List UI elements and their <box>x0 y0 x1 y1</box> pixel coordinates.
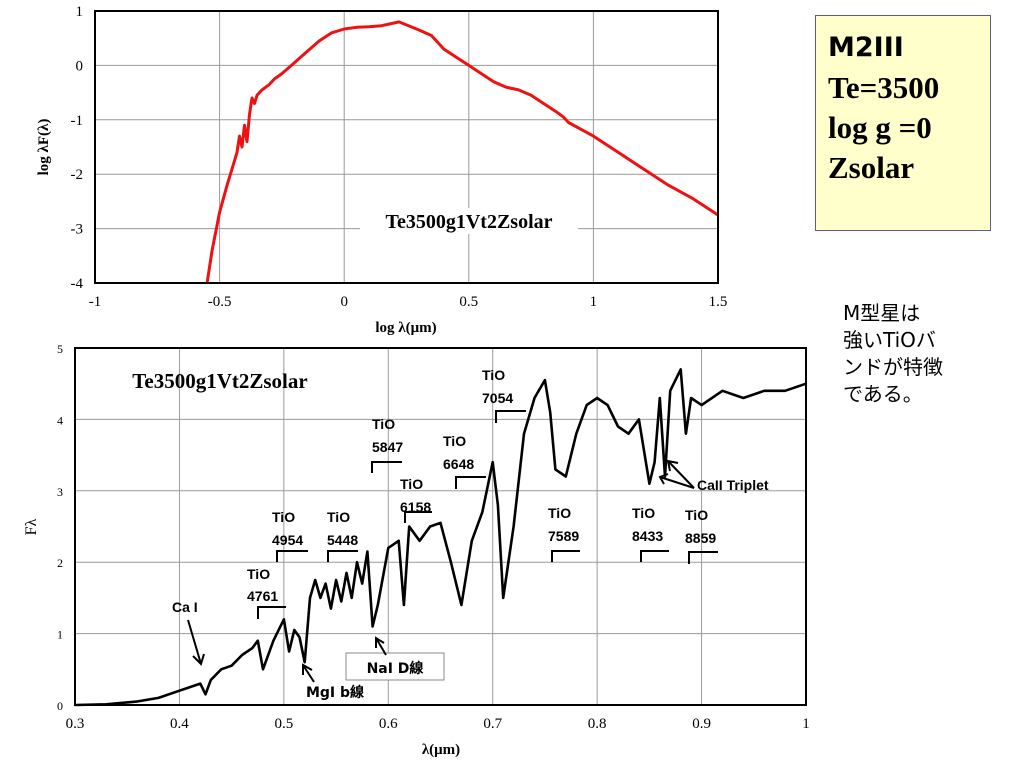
caii-label: CaII Triplet <box>697 477 769 493</box>
spectrum-y-tick-label: 2 <box>57 556 63 570</box>
sed-chart: -1 -0.5 0 0.5 1 1.5 -4 -3 -2 -1 0 1 Te3500g1Vt2Zso… <box>36 4 727 336</box>
sed-x-tick-label: 1.5 <box>709 294 728 310</box>
tio-8859-wavelength: 8859 <box>685 530 716 546</box>
tio-4761-label: TiO <box>247 566 270 582</box>
spectrum-y-axis-label: Fλ <box>23 518 40 535</box>
spectral-type: M2III <box>828 32 904 63</box>
nai-arrow <box>375 636 387 656</box>
note-line-1: M型星は <box>843 301 921 325</box>
sed-y-tick-label: -3 <box>71 222 84 238</box>
tio-4954-wavelength: 4954 <box>272 532 303 548</box>
note-line-4: である。 <box>843 382 923 406</box>
tio-5448-label: TiO <box>327 509 350 525</box>
sed-x-tick-label: 0 <box>340 294 348 310</box>
tio-5847-wavelength: 5847 <box>372 439 403 455</box>
sed-y-tick-label: -1 <box>71 113 84 129</box>
spectrum-x-tick-label: 0.7 <box>483 716 502 732</box>
spectrum-y-tick-label: 4 <box>57 413 63 427</box>
sed-x-tick-label: -1 <box>89 294 102 310</box>
note-line-2: 強いTiOバ <box>843 328 936 352</box>
sed-plot-frame <box>94 10 719 284</box>
explanatory-note: M型星は 強いTiOバ ンドが特徴 である。 <box>843 300 993 408</box>
effective-temperature: Te=3500 <box>828 70 940 105</box>
stellar-params-box: M2III Te=3500 log g =0 Zsolar <box>815 15 991 231</box>
spectrum-x-tick-label: 0.5 <box>274 716 293 732</box>
tio-4954-label: TiO <box>272 509 295 525</box>
tio-6158-wavelength: 6158 <box>400 499 431 515</box>
tio-4761-wavelength: 4761 <box>247 588 278 604</box>
tio-8859-label: TiO <box>685 507 708 523</box>
note-line-3: ンドが特徴 <box>843 355 943 379</box>
sed-y-tick-label: -2 <box>71 167 84 183</box>
tio-7054-label: TiO <box>482 367 505 383</box>
tio-5448-wavelength: 5448 <box>327 532 358 548</box>
spectrum-plot-frame <box>74 347 807 706</box>
tio-5847-label: TiO <box>372 416 395 432</box>
caii-arrow <box>666 459 695 489</box>
spectrum-y-tick-label: 5 <box>57 342 63 356</box>
tio-8433-wavelength: 8433 <box>632 528 663 544</box>
sed-x-axis-label: log λ(μm) <box>375 320 436 336</box>
tio-7589-wavelength: 7589 <box>548 528 579 544</box>
tio-6158-label: TiO <box>400 476 423 492</box>
spectrum-series-line <box>74 368 807 707</box>
sed-x-tick-label: 1 <box>590 294 598 310</box>
spectrum-series-label: Te3500g1Vt2Zsolar <box>132 369 307 393</box>
sed-y-tick-labels: -4 -3 -2 -1 0 1 <box>71 4 84 292</box>
spectrum-x-tick-label: 0.3 <box>66 716 85 732</box>
sed-series-label: Te3500g1Vt2Zsolar <box>385 211 552 233</box>
metallicity: Zsolar <box>828 150 915 185</box>
caii-arrow-lower <box>658 473 695 489</box>
spectrum-x-tick-label: 0.8 <box>588 716 607 732</box>
sed-series-label-bg <box>360 208 578 234</box>
sed-y-tick-label: 1 <box>76 4 84 20</box>
cai-arrow <box>187 619 205 666</box>
sed-grid <box>95 11 718 283</box>
tio-6648-wavelength: 6648 <box>443 456 474 472</box>
spectrum-x-tick-label: 0.9 <box>692 716 711 732</box>
spectrum-x-tick-label: 0.4 <box>170 716 189 732</box>
spectrum-x-tick-label: 1 <box>802 716 810 732</box>
spectrum-y-tick-label: 0 <box>57 699 63 713</box>
spectrum-y-tick-labels: 0 1 2 3 4 5 <box>57 342 63 713</box>
spectrum-x-tick-label: 0.6 <box>379 716 398 732</box>
spectrum-y-tick-label: 1 <box>57 628 63 642</box>
tio-6648-label: TiO <box>443 433 466 449</box>
tio-8433-label: TiO <box>632 505 655 521</box>
sed-x-tick-label: -0.5 <box>208 294 232 310</box>
mgi-arrow <box>302 663 315 683</box>
spectrum-chart: 0.3 0.4 0.5 0.6 0.7 0.8 0.9 1 0 1 2 3 4 5 Te3500g1Vt… <box>23 342 810 758</box>
spectrum-x-axis-label: λ(μm) <box>422 742 460 758</box>
nai-label: NaI D線 <box>367 660 424 677</box>
sed-x-tick-label: 0.5 <box>459 294 478 310</box>
tio-brackets <box>257 410 718 619</box>
sed-x-tick-labels: -1 -0.5 0 0.5 1 1.5 <box>89 294 728 310</box>
nai-label-box <box>345 652 445 681</box>
surface-gravity: log g =0 <box>828 110 932 145</box>
spectrum-y-tick-label: 3 <box>57 485 63 499</box>
tio-7589-label: TiO <box>548 505 571 521</box>
mgi-label: MgI b線 <box>306 684 364 701</box>
spectrum-x-tick-labels: 0.3 0.4 0.5 0.6 0.7 0.8 0.9 1 <box>66 716 810 732</box>
tio-7054-wavelength: 7054 <box>482 390 513 406</box>
spectrum-grid <box>75 348 806 705</box>
sed-y-tick-label: -4 <box>71 276 84 292</box>
sed-series-line <box>205 20 719 284</box>
cai-label: Ca I <box>172 599 198 615</box>
sed-y-axis-label: log λF(λ) <box>36 119 52 176</box>
sed-y-tick-label: 0 <box>76 58 84 74</box>
